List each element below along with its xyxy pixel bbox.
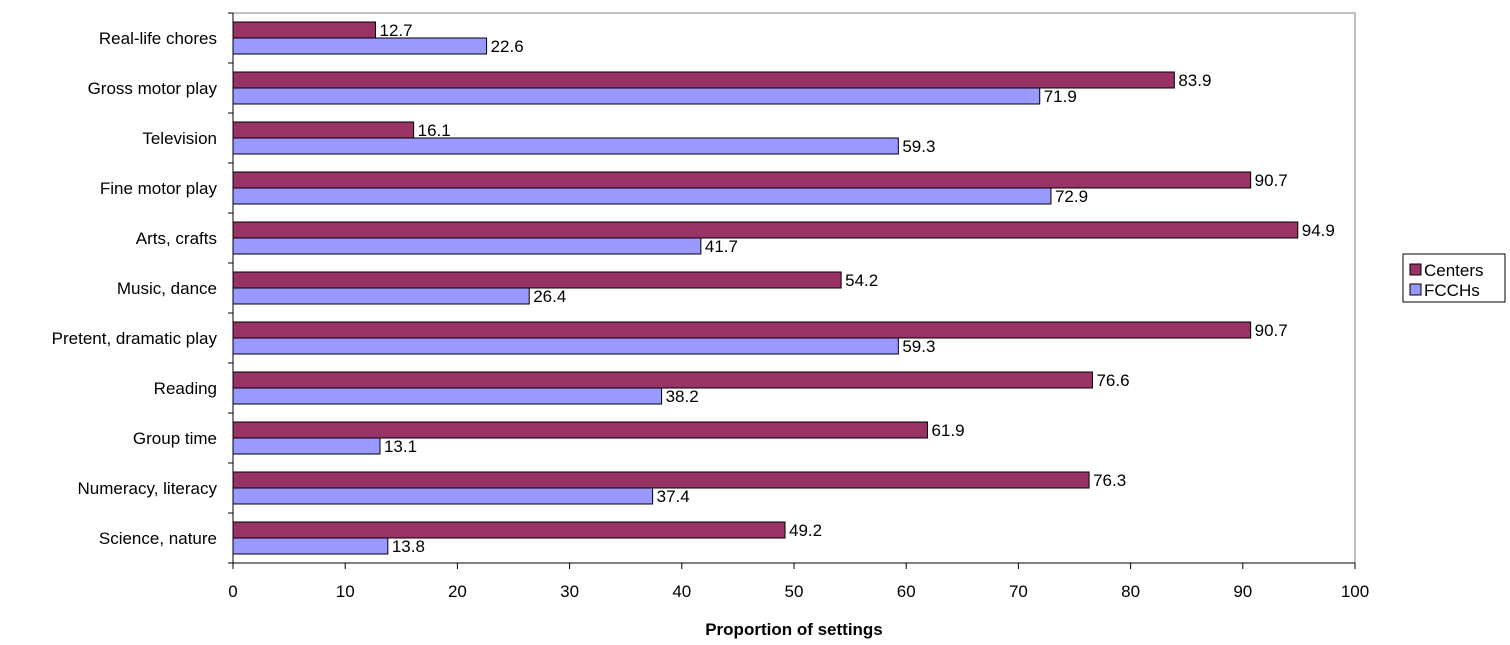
data-label: 26.4 — [533, 287, 566, 306]
x-tick-label: 40 — [672, 582, 691, 601]
y-tick-label: Numeracy, literacy — [78, 479, 218, 498]
data-label: 41.7 — [705, 237, 738, 256]
bar-fcchs-9 — [232, 437, 381, 455]
y-tick-label: Fine motor play — [100, 179, 218, 198]
bar-fcchs-4 — [232, 187, 1052, 205]
bar-centers-7 — [232, 321, 1252, 339]
data-label: 90.7 — [1255, 321, 1288, 340]
y-axis: Real-life chores Gross motor play Televisi… — [52, 12, 234, 564]
data-label: 38.2 — [666, 387, 699, 406]
data-label: 71.9 — [1044, 87, 1077, 106]
x-axis: 0 10 20 30 40 50 60 70 80 90 100 — [228, 562, 1369, 601]
bar-centers-3 — [232, 121, 415, 139]
legend-label-centers: Centers — [1424, 261, 1484, 280]
bar-centers-9 — [232, 421, 929, 439]
data-label: 83.9 — [1178, 71, 1211, 90]
data-label: 13.8 — [392, 537, 425, 556]
y-tick-label: Arts, crafts — [136, 229, 217, 248]
legend-swatch-fcchs — [1409, 283, 1422, 296]
data-label: 90.7 — [1255, 171, 1288, 190]
bar-centers-10 — [232, 471, 1090, 489]
bar-centers-2 — [232, 71, 1175, 89]
legend-swatch-centers — [1409, 263, 1422, 276]
x-tick-label: 100 — [1341, 582, 1369, 601]
legend-label-fcchs: FCCHs — [1424, 281, 1480, 300]
bar-centers-1 — [232, 21, 376, 39]
data-label: 22.6 — [491, 37, 524, 56]
bar-centers-5 — [232, 221, 1299, 239]
data-label: 13.1 — [384, 437, 417, 456]
x-tick-label: 90 — [1233, 582, 1252, 601]
bar-fcchs-11 — [232, 537, 389, 555]
x-tick-label: 20 — [448, 582, 467, 601]
x-tick-label: 30 — [560, 582, 579, 601]
data-label: 59.3 — [902, 337, 935, 356]
data-label: 12.7 — [379, 21, 412, 40]
x-tick-label: 80 — [1121, 582, 1140, 601]
data-label: 61.9 — [932, 421, 965, 440]
y-tick-label: Reading — [154, 379, 217, 398]
bar-fcchs-1 — [232, 37, 488, 55]
data-label: 72.9 — [1055, 187, 1088, 206]
bar-fcchs-3 — [232, 137, 899, 155]
x-axis-title: Proportion of settings — [705, 620, 883, 639]
y-tick-label: Music, dance — [117, 279, 217, 298]
data-label: 54.2 — [845, 271, 878, 290]
y-tick-label: Pretent, dramatic play — [52, 329, 218, 348]
bar-fcchs-5 — [232, 237, 702, 255]
y-tick-label: Real-life chores — [99, 29, 217, 48]
y-tick-label: Gross motor play — [88, 79, 218, 98]
bar-centers-4 — [232, 171, 1252, 189]
data-label: 94.9 — [1302, 221, 1335, 240]
x-tick-label: 50 — [785, 582, 804, 601]
bar-fcchs-2 — [232, 87, 1041, 105]
data-label: 16.1 — [418, 121, 451, 140]
bar-centers-8 — [232, 371, 1093, 389]
bar-fcchs-8 — [232, 387, 663, 405]
x-tick-label: 10 — [336, 582, 355, 601]
x-tick-label: 60 — [897, 582, 916, 601]
bar-centers-6 — [232, 271, 842, 289]
bars — [232, 21, 1299, 555]
data-label: 76.3 — [1093, 471, 1126, 490]
y-tick-label: Group time — [133, 429, 217, 448]
data-label: 59.3 — [902, 137, 935, 156]
bar-fcchs-7 — [232, 337, 899, 355]
bar-fcchs-10 — [232, 487, 654, 505]
x-tick-label: 70 — [1009, 582, 1028, 601]
data-label: 37.4 — [657, 487, 690, 506]
y-tick-label: Television — [142, 129, 217, 148]
data-label: 76.6 — [1096, 371, 1129, 390]
value-labels: 12.7 22.6 83.9 71.9 16.1 59.3 90.7 72.9 94.9 41.7… — [379, 21, 1334, 556]
bar-fcchs-6 — [232, 287, 530, 305]
x-tick-label: 0 — [228, 582, 237, 601]
y-tick-label: Science, nature — [99, 529, 217, 548]
bar-centers-11 — [232, 521, 786, 539]
data-label: 49.2 — [789, 521, 822, 540]
